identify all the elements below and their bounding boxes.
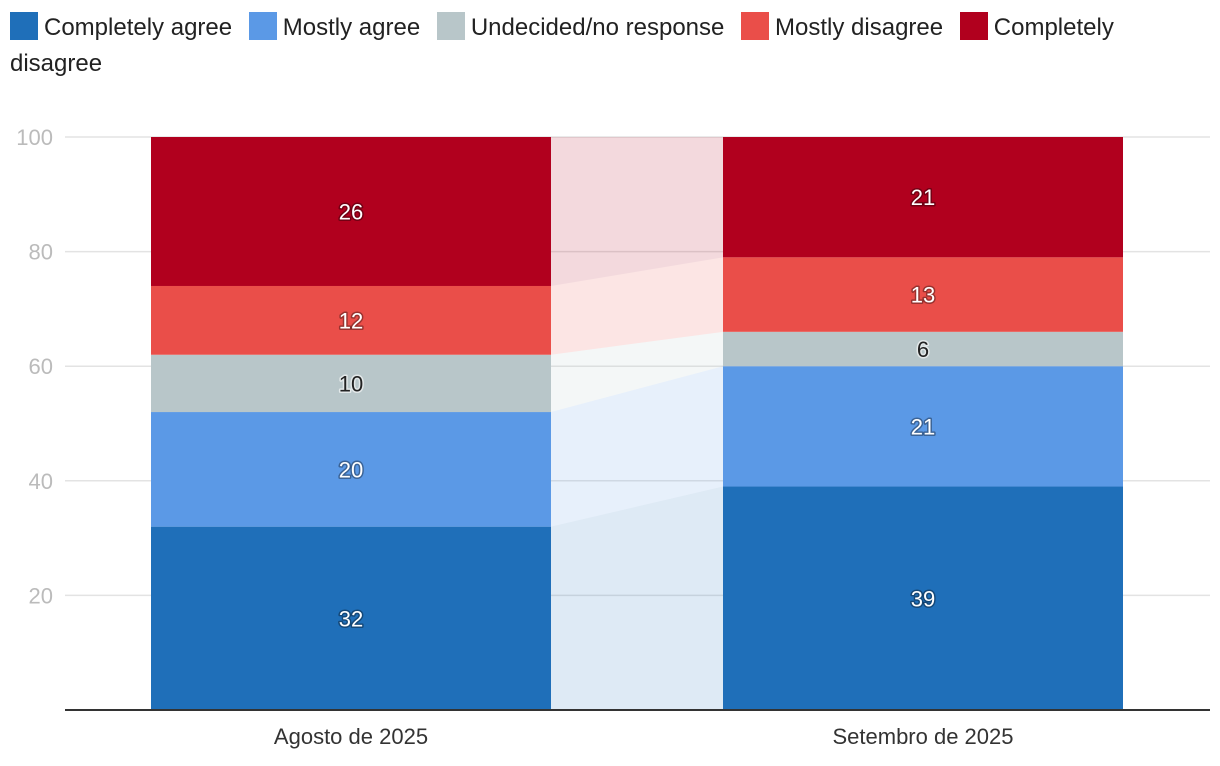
- connector-band-undecided-no-response: [551, 331, 723, 413]
- y-tick-label: 60: [29, 354, 53, 379]
- bar-segment-undecided-no-response: [723, 331, 1123, 367]
- data-label: 21: [911, 414, 935, 439]
- bar-segment-completely-disagree: [151, 137, 551, 286]
- legend-label: Mostly disagree: [775, 14, 944, 41]
- legend-item-completely-agree: Completely agree: [10, 12, 233, 41]
- legend-swatch: [436, 12, 465, 40]
- y-tick-label: 20: [29, 583, 53, 608]
- legend-swatch: [959, 12, 988, 40]
- bar-segment-completely-agree: [151, 526, 551, 710]
- data-label: 39: [911, 586, 935, 611]
- legend-swatch: [10, 12, 38, 40]
- legend-swatch: [248, 12, 277, 40]
- y-tick-label: 80: [29, 240, 53, 265]
- legend-label: Mostly agree: [282, 14, 421, 41]
- bar-segment-mostly-disagree: [151, 285, 551, 355]
- bar-segment-undecided-no-response: [151, 354, 551, 413]
- legend-label: Completely disagree: [10, 14, 1114, 77]
- legend-label: Undecided/no response: [470, 14, 725, 41]
- connector-band-completely-disagree: [551, 137, 723, 286]
- bar-segment-mostly-disagree: [723, 257, 1123, 332]
- connector-bands: [551, 137, 723, 710]
- data-label: 21: [911, 185, 935, 210]
- data-label: 20: [339, 457, 363, 482]
- y-tick-label: 40: [29, 469, 53, 494]
- legend: Completely agree Mostly agree Undecided/…: [10, 10, 1180, 82]
- bar-segment-completely-disagree: [723, 137, 1123, 258]
- data-label: 13: [911, 283, 935, 308]
- bar-segment-mostly-agree: [723, 366, 1123, 487]
- legend-swatch: [741, 12, 770, 40]
- legend-item-completely-disagree: Completely disagree: [10, 12, 1114, 77]
- data-label: 12: [339, 308, 363, 333]
- legend-item-mostly-agree: Mostly agree: [248, 12, 421, 41]
- legend-item-mostly-disagree: Mostly disagree: [741, 12, 944, 41]
- x-tick-label: Setembro de 2025: [832, 724, 1013, 749]
- data-label: 26: [339, 199, 363, 224]
- legend-label: Completely agree: [44, 14, 233, 41]
- bar-segment-mostly-agree: [151, 412, 551, 527]
- bar-agosto-de-2025: 32 20 10 12 26: [151, 137, 551, 710]
- data-label: 32: [339, 606, 363, 631]
- connector-band-completely-agree: [551, 486, 723, 710]
- connector-band-mostly-disagree: [551, 257, 723, 355]
- connector-band-mostly-agree: [551, 366, 723, 527]
- x-tick-label: Agosto de 2025: [274, 724, 428, 749]
- y-tick-label: 100: [16, 125, 53, 150]
- bar-segment-completely-agree: [723, 486, 1123, 710]
- legend-item-undecided-no-response: Undecided/no response: [436, 12, 725, 41]
- data-label: 6: [917, 337, 929, 362]
- data-label: 10: [339, 371, 363, 396]
- bar-setembro-de-2025: 39 21 6 13 21: [723, 137, 1123, 710]
